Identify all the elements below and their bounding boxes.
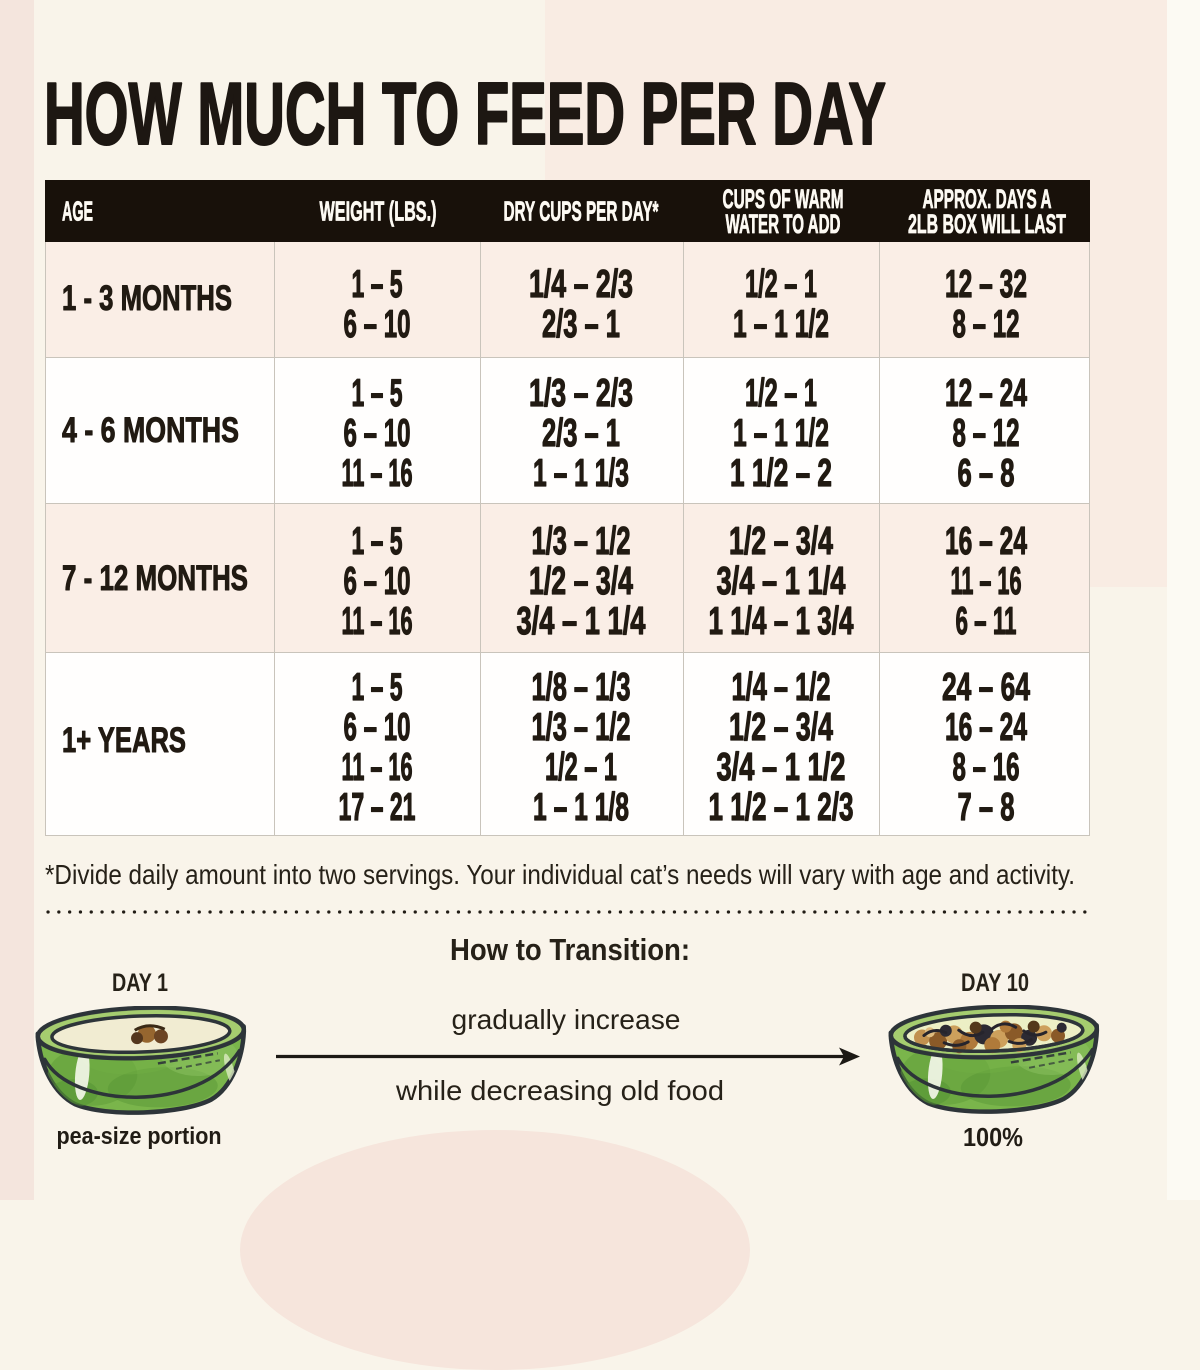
svg-text:1/3 – 2/3: 1/3 – 2/3 bbox=[529, 372, 633, 415]
svg-text:1 - 3 MONTHS: 1 - 3 MONTHS bbox=[62, 279, 232, 318]
svg-text:24 – 64: 24 – 64 bbox=[942, 666, 1030, 709]
svg-text:12 – 32: 12 – 32 bbox=[945, 263, 1027, 306]
svg-text:6 – 10: 6 – 10 bbox=[344, 560, 411, 603]
svg-text:1 – 1 1/2: 1 – 1 1/2 bbox=[733, 303, 829, 346]
svg-text:11 – 16: 11 – 16 bbox=[342, 746, 413, 789]
svg-text:8 – 12: 8 – 12 bbox=[953, 412, 1020, 455]
svg-text:16 – 24: 16 – 24 bbox=[945, 706, 1027, 749]
svg-text:7 - 12 MONTHS: 7 - 12 MONTHS bbox=[62, 559, 248, 598]
svg-text:1/2 – 1: 1/2 – 1 bbox=[745, 263, 817, 306]
svg-text:1 1/2 – 2: 1 1/2 – 2 bbox=[730, 452, 832, 495]
svg-text:DAY 1: DAY 1 bbox=[112, 969, 168, 997]
svg-text:1 – 1 1/3: 1 – 1 1/3 bbox=[533, 452, 629, 495]
svg-text:while decreasing old food: while decreasing old food bbox=[395, 1075, 724, 1106]
svg-text:DAY 10: DAY 10 bbox=[961, 969, 1029, 997]
svg-text:3/4 – 1 1/4: 3/4 – 1 1/4 bbox=[717, 560, 846, 603]
svg-text:*Divide daily amount into two: *Divide daily amount into two servings. … bbox=[45, 859, 1075, 890]
svg-text:1 1/2 – 1 2/3: 1 1/2 – 1 2/3 bbox=[709, 786, 854, 829]
svg-text:1/4 – 1/2: 1/4 – 1/2 bbox=[732, 666, 831, 709]
svg-text:6 – 8: 6 – 8 bbox=[958, 452, 1015, 495]
svg-text:2/3 – 1: 2/3 – 1 bbox=[542, 412, 620, 455]
svg-text:4 - 6 MONTHS: 4 - 6 MONTHS bbox=[62, 411, 239, 450]
svg-text:1/8 – 1/3: 1/8 – 1/3 bbox=[532, 666, 631, 709]
svg-text:2/3 – 1: 2/3 – 1 bbox=[542, 303, 620, 346]
svg-text:pea-size portion: pea-size portion bbox=[57, 1123, 222, 1150]
svg-text:3/4 – 1 1/2: 3/4 – 1 1/2 bbox=[717, 746, 846, 789]
svg-text:1/2 – 3/4: 1/2 – 3/4 bbox=[529, 560, 633, 603]
svg-text:6 – 10: 6 – 10 bbox=[344, 706, 411, 749]
svg-text:1/2 – 1: 1/2 – 1 bbox=[745, 372, 817, 415]
svg-text:HOW MUCH TO FEED PER DAY: HOW MUCH TO FEED PER DAY bbox=[44, 64, 886, 163]
svg-text:DRY CUPS PER DAY*: DRY CUPS PER DAY* bbox=[504, 196, 659, 227]
svg-text:11 – 16: 11 – 16 bbox=[342, 452, 413, 495]
svg-text:How to Transition:: How to Transition: bbox=[450, 933, 690, 967]
svg-text:1 – 1 1/2: 1 – 1 1/2 bbox=[733, 412, 829, 455]
svg-text:1 1/4 – 1 3/4: 1 1/4 – 1 3/4 bbox=[709, 600, 854, 643]
svg-text:2LB BOX WILL LAST: 2LB BOX WILL LAST bbox=[908, 209, 1066, 239]
svg-text:1/2 – 1: 1/2 – 1 bbox=[545, 746, 617, 789]
svg-text:8 – 16: 8 – 16 bbox=[953, 746, 1020, 789]
svg-text:1/3 – 1/2: 1/3 – 1/2 bbox=[532, 706, 631, 749]
svg-text:WEIGHT (LBS.): WEIGHT (LBS.) bbox=[320, 196, 437, 227]
svg-text:1 – 5: 1 – 5 bbox=[352, 372, 403, 415]
svg-text:1/4 – 2/3: 1/4 – 2/3 bbox=[529, 263, 633, 306]
svg-text:16 – 24: 16 – 24 bbox=[945, 520, 1027, 563]
svg-text:6 – 11: 6 – 11 bbox=[956, 600, 1017, 643]
svg-text:1/2 – 3/4: 1/2 – 3/4 bbox=[729, 706, 833, 749]
svg-text:100%: 100% bbox=[963, 1122, 1023, 1152]
svg-text:1 – 1 1/8: 1 – 1 1/8 bbox=[533, 786, 629, 829]
svg-text:AGE: AGE bbox=[62, 196, 93, 227]
svg-text:1/2 – 3/4: 1/2 – 3/4 bbox=[729, 520, 833, 563]
svg-text:11 – 16: 11 – 16 bbox=[342, 600, 413, 643]
svg-text:1 – 5: 1 – 5 bbox=[352, 263, 403, 306]
svg-text:17 – 21: 17 – 21 bbox=[339, 786, 416, 829]
svg-text:8 – 12: 8 – 12 bbox=[953, 303, 1020, 346]
svg-text:WATER TO ADD: WATER TO ADD bbox=[726, 209, 841, 239]
svg-text:gradually increase: gradually increase bbox=[452, 1004, 681, 1035]
svg-text:APPROX. DAYS A: APPROX. DAYS A bbox=[923, 184, 1052, 214]
svg-text:1+ YEARS: 1+ YEARS bbox=[62, 721, 186, 760]
svg-text:1/3 – 1/2: 1/3 – 1/2 bbox=[532, 520, 631, 563]
svg-text:6 – 10: 6 – 10 bbox=[344, 303, 411, 346]
svg-text:3/4 – 1 1/4: 3/4 – 1 1/4 bbox=[517, 600, 646, 643]
svg-text:CUPS OF WARM: CUPS OF WARM bbox=[723, 184, 844, 214]
svg-text:1 – 5: 1 – 5 bbox=[352, 666, 403, 709]
svg-text:1 – 5: 1 – 5 bbox=[352, 520, 403, 563]
svg-text:6 – 10: 6 – 10 bbox=[344, 412, 411, 455]
svg-text:11 – 16: 11 – 16 bbox=[951, 560, 1022, 603]
svg-text:12 – 24: 12 – 24 bbox=[945, 372, 1027, 415]
svg-text:7 – 8: 7 – 8 bbox=[958, 786, 1015, 829]
